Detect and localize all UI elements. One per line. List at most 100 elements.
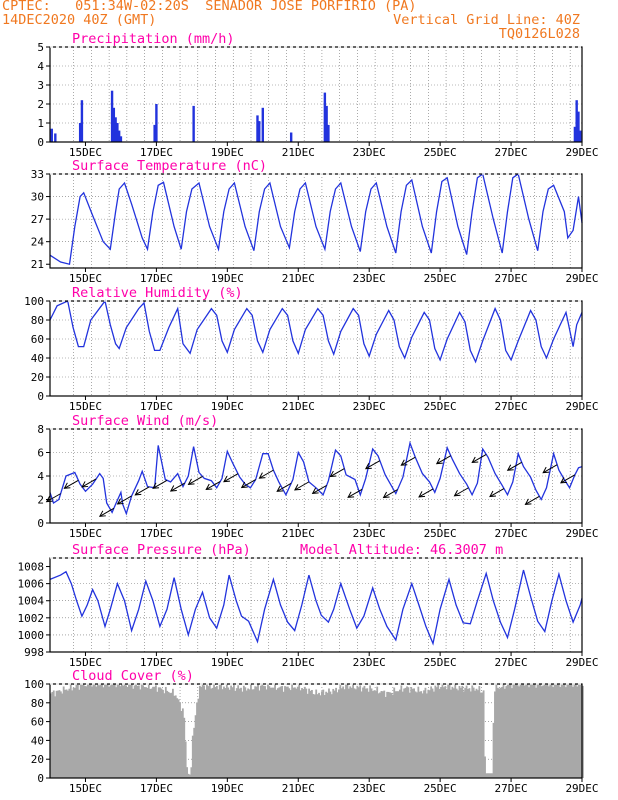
cloud-bar [180,710,183,778]
cloud-bar [84,686,86,778]
y-tick-label: 60 [31,716,44,729]
cloud-bar [508,684,511,778]
cloud-bar [250,684,252,778]
y-tick-label: 1000 [18,629,45,642]
x-tick-label: 19DEC [211,782,244,795]
x-tick-label: 25DEC [424,782,457,795]
cloud-bar [86,684,89,778]
wind-arrow [223,473,239,483]
precip-bar [78,123,82,142]
wind-arrow [135,486,150,496]
cloud-bar [325,691,328,778]
cloud-bar [547,686,550,778]
cloud-bar [279,686,282,778]
x-tick-label: 29DEC [565,146,598,159]
cloud-bar [269,687,272,778]
cloud-bar [478,686,481,778]
cloud-bar [72,687,75,778]
panel-frame [49,173,583,269]
cloud-bar [234,690,237,778]
cloud-bar [403,688,406,778]
cloud-bar [433,691,435,778]
y-tick-label: 24 [31,236,45,249]
wind-arrow-head [489,490,497,498]
cloud-bar [159,687,162,778]
cloud-bar [197,698,200,778]
cloud-bar [303,686,306,778]
cloud-bar [271,687,274,778]
cloud-bar [52,690,55,778]
cloud-bar [298,684,301,778]
wind-arrow-head [223,475,231,483]
cloud-bar [498,688,501,778]
cloud-bar [425,693,428,778]
cloud-bar [123,684,126,778]
cloud-bar [137,685,140,778]
cloud-bar [482,690,485,778]
cloud-bar [479,692,482,778]
x-tick-label: 17DEC [140,400,173,413]
precip-bar [153,124,156,142]
cloud-bar [59,691,62,778]
precip-bar [258,121,261,142]
wind-series-line [49,440,583,516]
cloud-bar [468,688,471,778]
x-tick-label: 21DEC [282,146,315,159]
cloud-bar [434,685,437,778]
x-tick-label: 27DEC [495,656,528,669]
cloud-bar [78,689,81,778]
cloud-bar [477,690,479,778]
cloud-bar [512,684,515,778]
x-tick-label: 19DEC [211,527,244,540]
cloud-bar [328,688,330,778]
cloud-bar [383,690,386,778]
cloud-bar [560,684,563,778]
cloud-bar [237,685,240,778]
cloud-bar [122,685,125,778]
precip-bar [50,128,53,142]
cloud-bar [389,692,391,778]
cloud-bar [208,684,211,778]
cloud-bar [532,684,535,778]
x-tick-label: 23DEC [353,146,386,159]
cloud-bar [200,686,203,778]
wind-arrow [241,479,256,488]
cloud-bar [398,689,401,778]
cloud-bar [346,684,349,778]
precip-panel-title: Precipitation (mm/h) [72,31,235,47]
cloud-bar [506,684,509,778]
cloud-bar [495,684,498,778]
cloud-bar [536,684,539,778]
cloud-bar [435,687,438,778]
cloud-bar [113,684,116,778]
wind-arrow [188,475,203,485]
cloud-bar [275,689,278,778]
cloud-bar [503,688,506,778]
cloud-bar [515,684,518,778]
y-tick-label: 20 [31,753,44,766]
cloud-bar [494,691,496,778]
y-tick-label: 0 [37,772,44,785]
precip-bar [110,90,114,142]
wind-arrow-head [435,457,443,465]
rh-panel-title: Relative Humidity (%) [72,285,243,301]
cloud-bar [258,690,261,778]
x-tick-label: 25DEC [424,400,457,413]
cloud-bar [367,691,370,778]
cloud-bar [323,695,326,778]
wind-arrow [525,495,540,505]
cloud-bar [145,687,147,778]
cloud-bar [566,684,569,778]
cloud-bar [126,686,129,778]
cloud-bar [189,774,191,778]
wind-arrow-head [311,487,319,494]
panel-frame [49,46,583,143]
cloud-bar [89,684,92,778]
x-tick-label: 25DEC [424,656,457,669]
precip-bar [575,100,578,142]
y-tick-label: 100 [24,678,44,691]
cloud-bar [312,694,315,778]
wind-arrow [259,469,274,479]
cloud-bar [414,691,417,778]
cloud-bar [471,685,474,778]
